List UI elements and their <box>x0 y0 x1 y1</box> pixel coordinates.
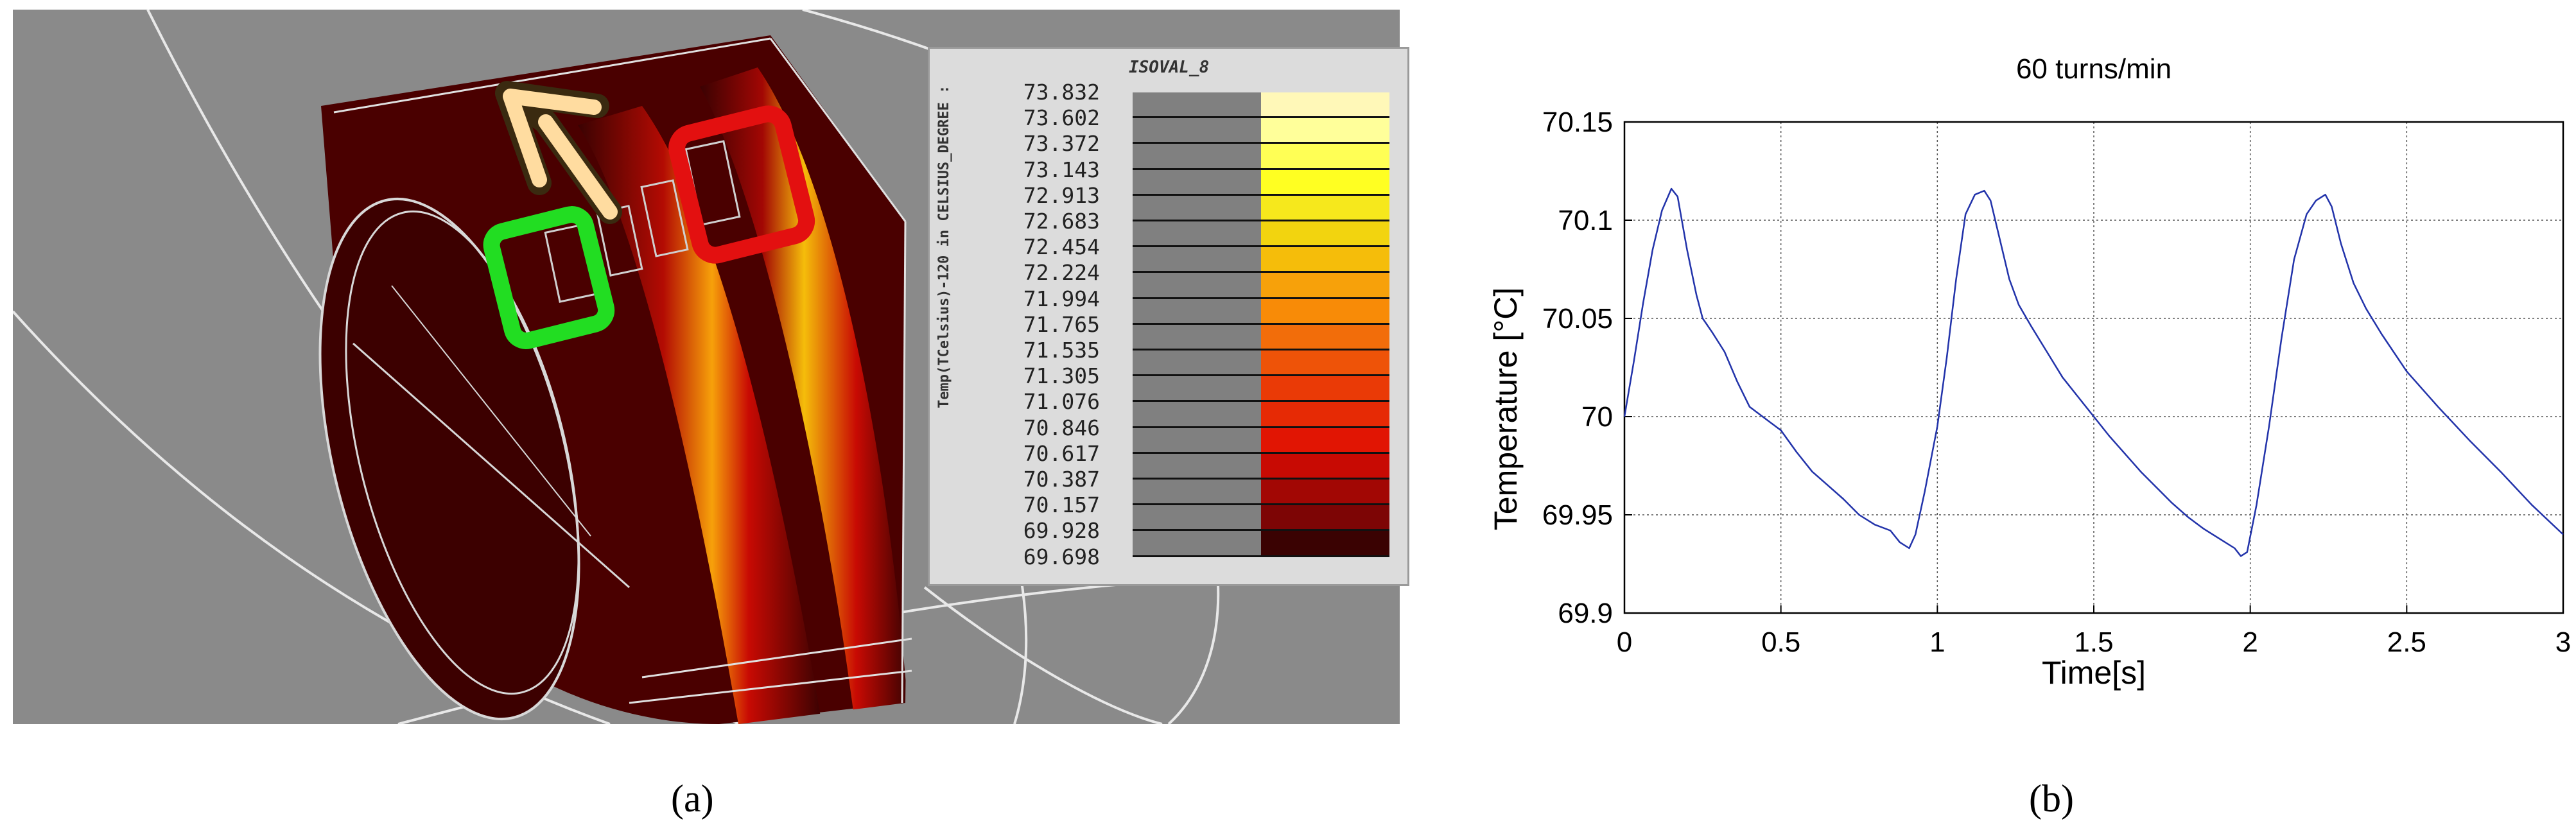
legend-color-swatch <box>1261 324 1389 350</box>
legend-value: 71.535 <box>1023 337 1100 363</box>
x-tick-label: 0.5 <box>1761 627 1800 658</box>
legend-color-swatch <box>1261 480 1389 506</box>
legend-color-swatch <box>1261 453 1389 480</box>
x-tick-label: 2.5 <box>2387 627 2426 658</box>
x-tick-label: 0 <box>1617 627 1632 658</box>
legend-grey-cell <box>1133 298 1261 325</box>
legend-color-swatch <box>1261 376 1389 402</box>
legend-grey-cell <box>1133 453 1261 480</box>
x-tick-label: 2 <box>2242 627 2258 658</box>
legend-value: 69.698 <box>1023 544 1100 569</box>
legend-color-swatch <box>1261 92 1389 119</box>
legend-grey-cell <box>1133 324 1261 350</box>
legend-value: 70.157 <box>1023 492 1100 518</box>
legend-unit-label: Temp(TCelsius)-120 in CELSIUS_DEGREE : <box>936 85 952 408</box>
legend-value: 73.143 <box>1023 157 1100 182</box>
green-sensor-marker <box>483 206 615 349</box>
legend-grey-cell <box>1133 428 1261 454</box>
legend-value: 73.372 <box>1023 131 1100 157</box>
legend-color-swatch <box>1261 531 1389 557</box>
caption-a: (a) <box>671 777 714 820</box>
legend-color-swatch <box>1261 402 1389 428</box>
legend-grey-cell <box>1133 402 1261 428</box>
temperature-series-line <box>1623 187 2564 557</box>
legend-color-swatch <box>1261 118 1389 144</box>
legend-value: 71.305 <box>1023 363 1100 389</box>
legend-value: 69.928 <box>1023 518 1100 544</box>
rotation-arrow-icon <box>495 81 622 224</box>
legend-color-swatch <box>1261 350 1389 377</box>
legend-value: 70.617 <box>1023 440 1100 466</box>
legend-grey-cell <box>1133 376 1261 402</box>
y-tick-label: 69.95 <box>1542 499 1613 531</box>
y-tick-label: 70.15 <box>1542 107 1613 138</box>
legend-value: 70.846 <box>1023 415 1100 440</box>
legend-color-swatch <box>1261 195 1389 221</box>
legend-color-swatch <box>1261 247 1389 273</box>
legend-color-swatch <box>1261 169 1389 196</box>
legend-grey-cell <box>1133 350 1261 377</box>
plot-area: 0 0.5 1 1.5 2 2.5 3 70.15 70.1 70.05 70 69.95 69.9 <box>1542 107 2571 658</box>
x-tick-label: 1 <box>1929 627 1945 658</box>
legend-grey-cell <box>1133 144 1261 170</box>
legend-value: 71.076 <box>1023 389 1100 415</box>
x-tick-label: 1.5 <box>2074 627 2113 658</box>
legend-value: 73.602 <box>1023 105 1100 131</box>
legend-grey-cell <box>1133 118 1261 144</box>
legend-color-swatch <box>1261 505 1389 532</box>
legend-value: 71.994 <box>1023 286 1100 311</box>
plot-frame <box>1623 121 2564 614</box>
chart-title: 60 turns/min <box>2016 53 2171 85</box>
x-tick-label: 3 <box>2555 627 2571 658</box>
legend-value: 72.913 <box>1023 182 1100 208</box>
legend-grey-cell <box>1133 273 1261 299</box>
y-tick-label: 70 <box>1581 401 1613 433</box>
y-tick-label: 70.05 <box>1542 303 1613 334</box>
temperature-legend: ISOVAL_8 Temp(TCelsius)-120 in CELSIUS_D… <box>928 47 1409 586</box>
legend-value: 70.387 <box>1023 466 1100 492</box>
legend-grey-cell <box>1133 221 1261 248</box>
y-axis-label: Temperature [°C] <box>1488 288 1524 530</box>
legend-title: ISOVAL_8 <box>1129 58 1210 77</box>
legend-value: 72.683 <box>1023 208 1100 234</box>
fea-temperature-render: ISOVAL_8 Temp(TCelsius)-120 in CELSIUS_D… <box>13 10 1409 724</box>
caption-b: (b) <box>2029 777 2074 820</box>
legend-color-swatch <box>1261 221 1389 248</box>
legend-grey-cell <box>1133 505 1261 532</box>
legend-grey-cell <box>1133 169 1261 196</box>
x-axis-label: Time[s] <box>2042 655 2146 691</box>
legend-grey-cell <box>1133 247 1261 273</box>
legend-color-swatch <box>1261 144 1389 170</box>
red-sensor-marker <box>668 105 815 264</box>
bearing-cylinder <box>318 35 912 724</box>
legend-color-swatch <box>1261 298 1389 325</box>
y-tick-label: 69.9 <box>1558 598 1613 629</box>
legend-grey-cell <box>1133 195 1261 221</box>
legend-value: 71.765 <box>1023 311 1100 337</box>
legend-grey-cell <box>1133 92 1261 119</box>
legend-color-swatch <box>1261 273 1389 299</box>
legend-value: 73.832 <box>1023 79 1100 105</box>
y-tick-label: 70.1 <box>1558 205 1613 236</box>
legend-value: 72.454 <box>1023 234 1100 260</box>
legend-grey-cell <box>1133 480 1261 506</box>
legend-color-swatch <box>1261 428 1389 454</box>
legend-grey-cell <box>1133 531 1261 557</box>
legend-value: 72.224 <box>1023 260 1100 286</box>
